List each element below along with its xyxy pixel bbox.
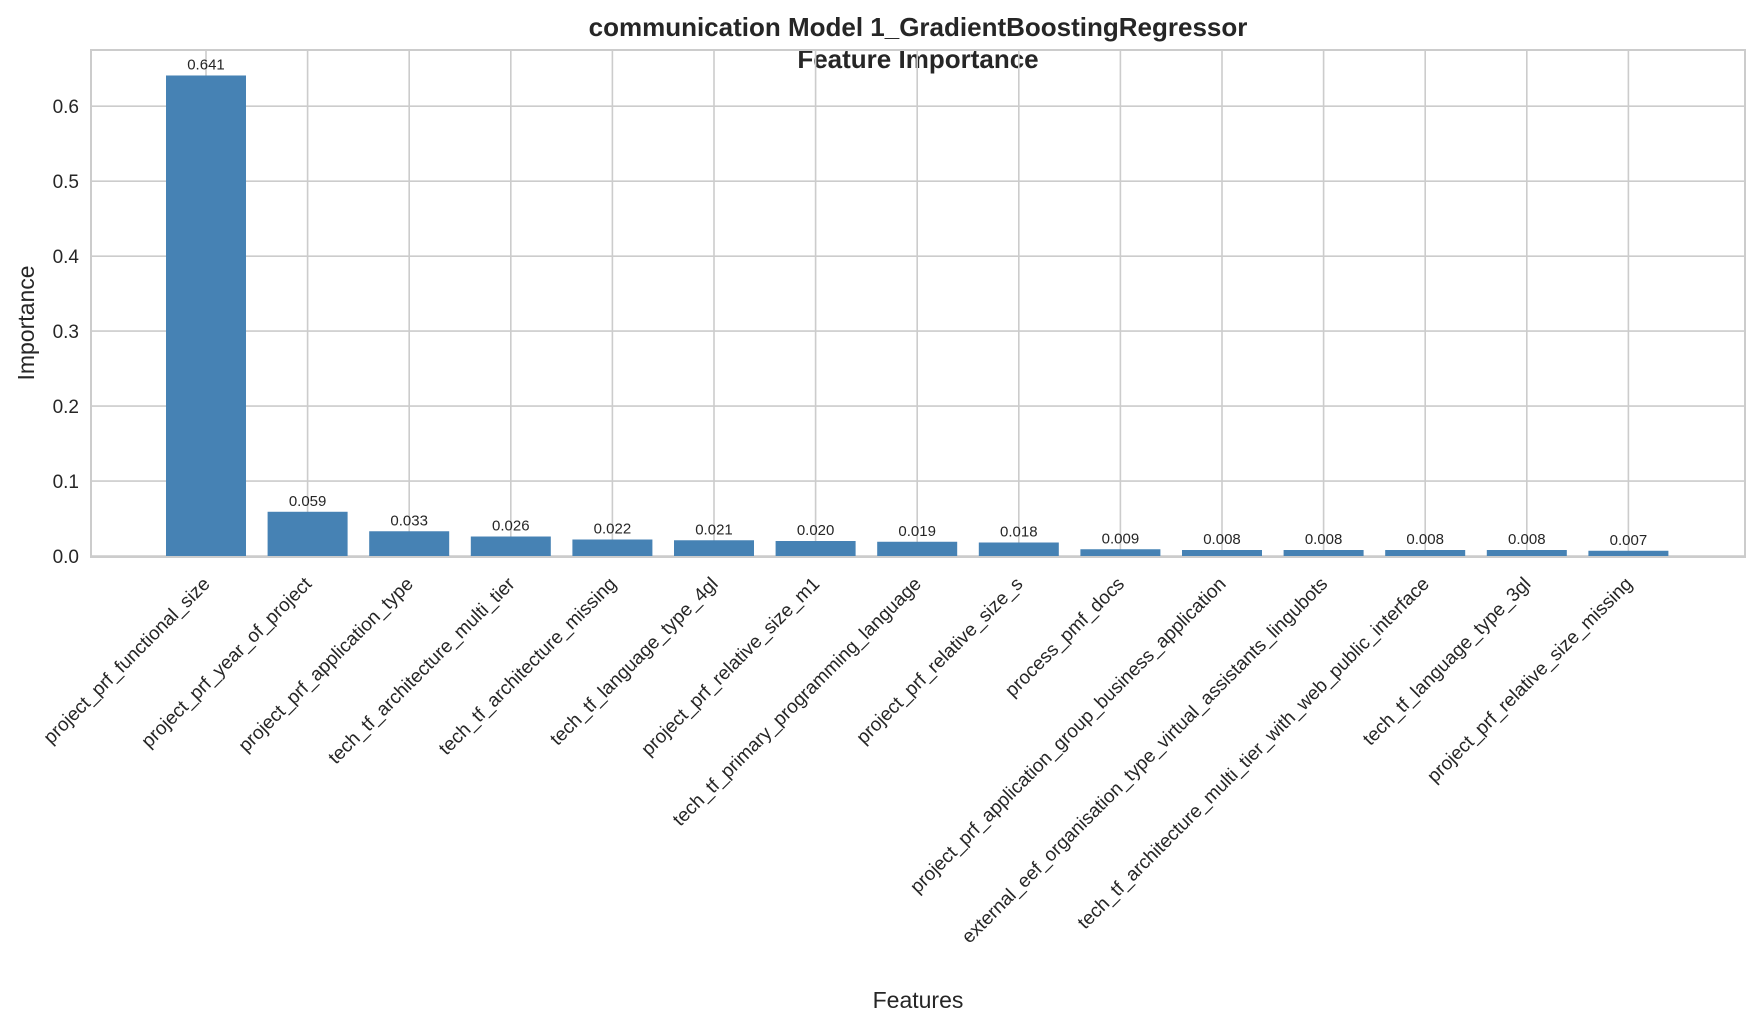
bar [1283, 550, 1364, 556]
bar-value-label: 0.018 [1000, 524, 1038, 541]
plot-area-frame [90, 49, 1746, 558]
bar-value-label: 0.009 [1102, 530, 1140, 547]
x-tick-label: project_prf_year_of_project [138, 573, 317, 752]
bars [166, 75, 1669, 557]
y-tick-label: 0.5 [53, 172, 79, 193]
y-axis-label: Importance [13, 265, 39, 380]
bar-value-label: 0.020 [797, 522, 835, 539]
bar [166, 75, 246, 557]
bar-value-label: 0.007 [1610, 532, 1648, 549]
bar [1182, 550, 1262, 556]
x-tick-label: external_eef_organisation_type_virtual_a… [958, 574, 1332, 948]
x-tick-label: tech_tf_language_type_4gl [546, 574, 722, 750]
bar [1080, 549, 1161, 556]
bar-value-label: 0.008 [1305, 531, 1343, 548]
bar [1486, 550, 1567, 556]
x-tick-label: project_prf_application_type [235, 574, 418, 757]
bar-value-label: 0.008 [1203, 531, 1241, 548]
grid-lines [91, 50, 1745, 557]
x-tick-label: tech_tf_architecture_missing [435, 574, 621, 760]
y-tick-label: 0.1 [53, 472, 79, 493]
x-tick-label: project_prf_relative_size_m1 [638, 574, 825, 761]
y-tick-label: 0.0 [53, 547, 79, 568]
bar [572, 539, 653, 556]
bar [267, 511, 348, 556]
y-tick-label: 0.2 [53, 397, 79, 418]
x-axis-label: Features [873, 987, 964, 1013]
bar [470, 536, 551, 556]
bar-value-label: 0.026 [492, 518, 530, 535]
bar [877, 541, 958, 556]
bar [369, 531, 450, 556]
bar [978, 542, 1059, 556]
chart-title: communication Model 1_GradientBoostingRe… [589, 12, 1248, 42]
bar-value-label: 0.021 [695, 521, 733, 538]
x-axis-tick-labels: project_prf_functional_sizeproject_prf_y… [40, 573, 1637, 948]
x-tick-label: project_prf_functional_size [40, 574, 215, 749]
x-tick-label: project_prf_relative_size_missing [1423, 574, 1636, 787]
bar [674, 540, 754, 556]
bar [1385, 550, 1466, 556]
y-tick-label: 0.4 [53, 247, 80, 268]
bar-value-label: 0.008 [1508, 531, 1546, 548]
bar-value-label: 0.022 [594, 521, 632, 538]
bar [1588, 550, 1669, 556]
bar-value-label: 0.019 [898, 523, 936, 540]
x-tick-label: tech_tf_architecture_multi_tier [325, 573, 520, 768]
y-tick-label: 0.3 [53, 322, 79, 343]
x-tick-label: tech_tf_language_type_3gl [1359, 574, 1535, 750]
bar-value-label: 0.008 [1406, 531, 1444, 548]
bar-value-label: 0.033 [390, 512, 428, 529]
y-axis-tick-labels: 0.0 0.1 0.2 0.3 0.4 0.5 0.6 [53, 97, 80, 568]
bar [775, 541, 856, 556]
bar-value-label: 0.641 [187, 56, 225, 73]
x-tick-label: project_prf_relative_size_s [853, 574, 1028, 749]
y-tick-label: 0.6 [53, 97, 79, 118]
bar-value-label: 0.059 [289, 493, 327, 510]
x-tick-label: tech_tf_architecture_multi_tier_with_web… [1074, 574, 1434, 934]
bar-value-labels: 0.641 0.059 0.033 0.026 0.022 0.021 0.020 0.019… [187, 56, 1647, 548]
